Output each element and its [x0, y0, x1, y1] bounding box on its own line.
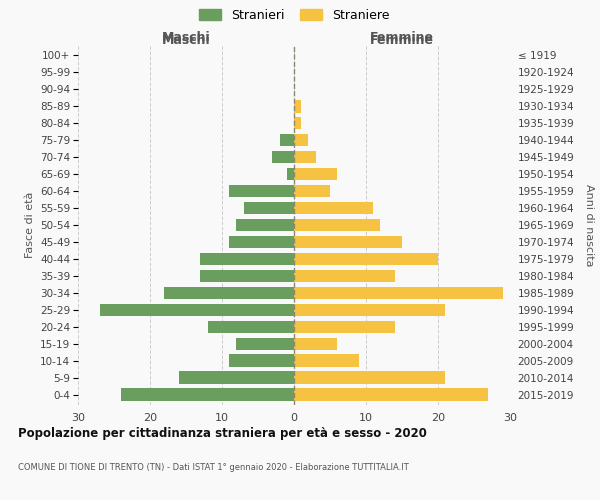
Y-axis label: Anni di nascita: Anni di nascita [584, 184, 594, 266]
Bar [294, 218, 380, 232]
Legend: Stranieri, Straniere: Stranieri, Straniere [199, 8, 389, 22]
Bar [294, 388, 488, 401]
Bar [294, 354, 359, 367]
Bar [229, 184, 294, 198]
Bar [229, 236, 294, 248]
Text: Maschi: Maschi [161, 34, 211, 46]
Y-axis label: Fasce di età: Fasce di età [25, 192, 35, 258]
Bar [294, 270, 395, 282]
Bar [280, 134, 294, 146]
Text: Femmine: Femmine [370, 31, 434, 44]
Bar [294, 168, 337, 180]
Bar [179, 372, 294, 384]
Bar [121, 388, 294, 401]
Bar [287, 168, 294, 180]
Bar [294, 100, 301, 112]
Bar [236, 218, 294, 232]
Bar [294, 116, 301, 130]
Bar [294, 150, 316, 164]
Bar [294, 320, 395, 334]
Text: COMUNE DI TIONE DI TRENTO (TN) - Dati ISTAT 1° gennaio 2020 - Elaborazione TUTTI: COMUNE DI TIONE DI TRENTO (TN) - Dati IS… [18, 462, 409, 471]
Bar [244, 202, 294, 214]
Bar [100, 304, 294, 316]
Bar [200, 270, 294, 282]
Bar [164, 286, 294, 300]
Text: Femmine: Femmine [370, 34, 434, 46]
Text: Maschi: Maschi [161, 31, 211, 44]
Bar [294, 184, 330, 198]
Bar [229, 354, 294, 367]
Bar [294, 286, 503, 300]
Bar [294, 252, 438, 266]
Bar [236, 338, 294, 350]
Bar [294, 304, 445, 316]
Text: Popolazione per cittadinanza straniera per età e sesso - 2020: Popolazione per cittadinanza straniera p… [18, 428, 427, 440]
Bar [294, 338, 337, 350]
Bar [294, 236, 402, 248]
Bar [208, 320, 294, 334]
Bar [294, 372, 445, 384]
Bar [272, 150, 294, 164]
Bar [294, 134, 308, 146]
Bar [200, 252, 294, 266]
Bar [294, 202, 373, 214]
